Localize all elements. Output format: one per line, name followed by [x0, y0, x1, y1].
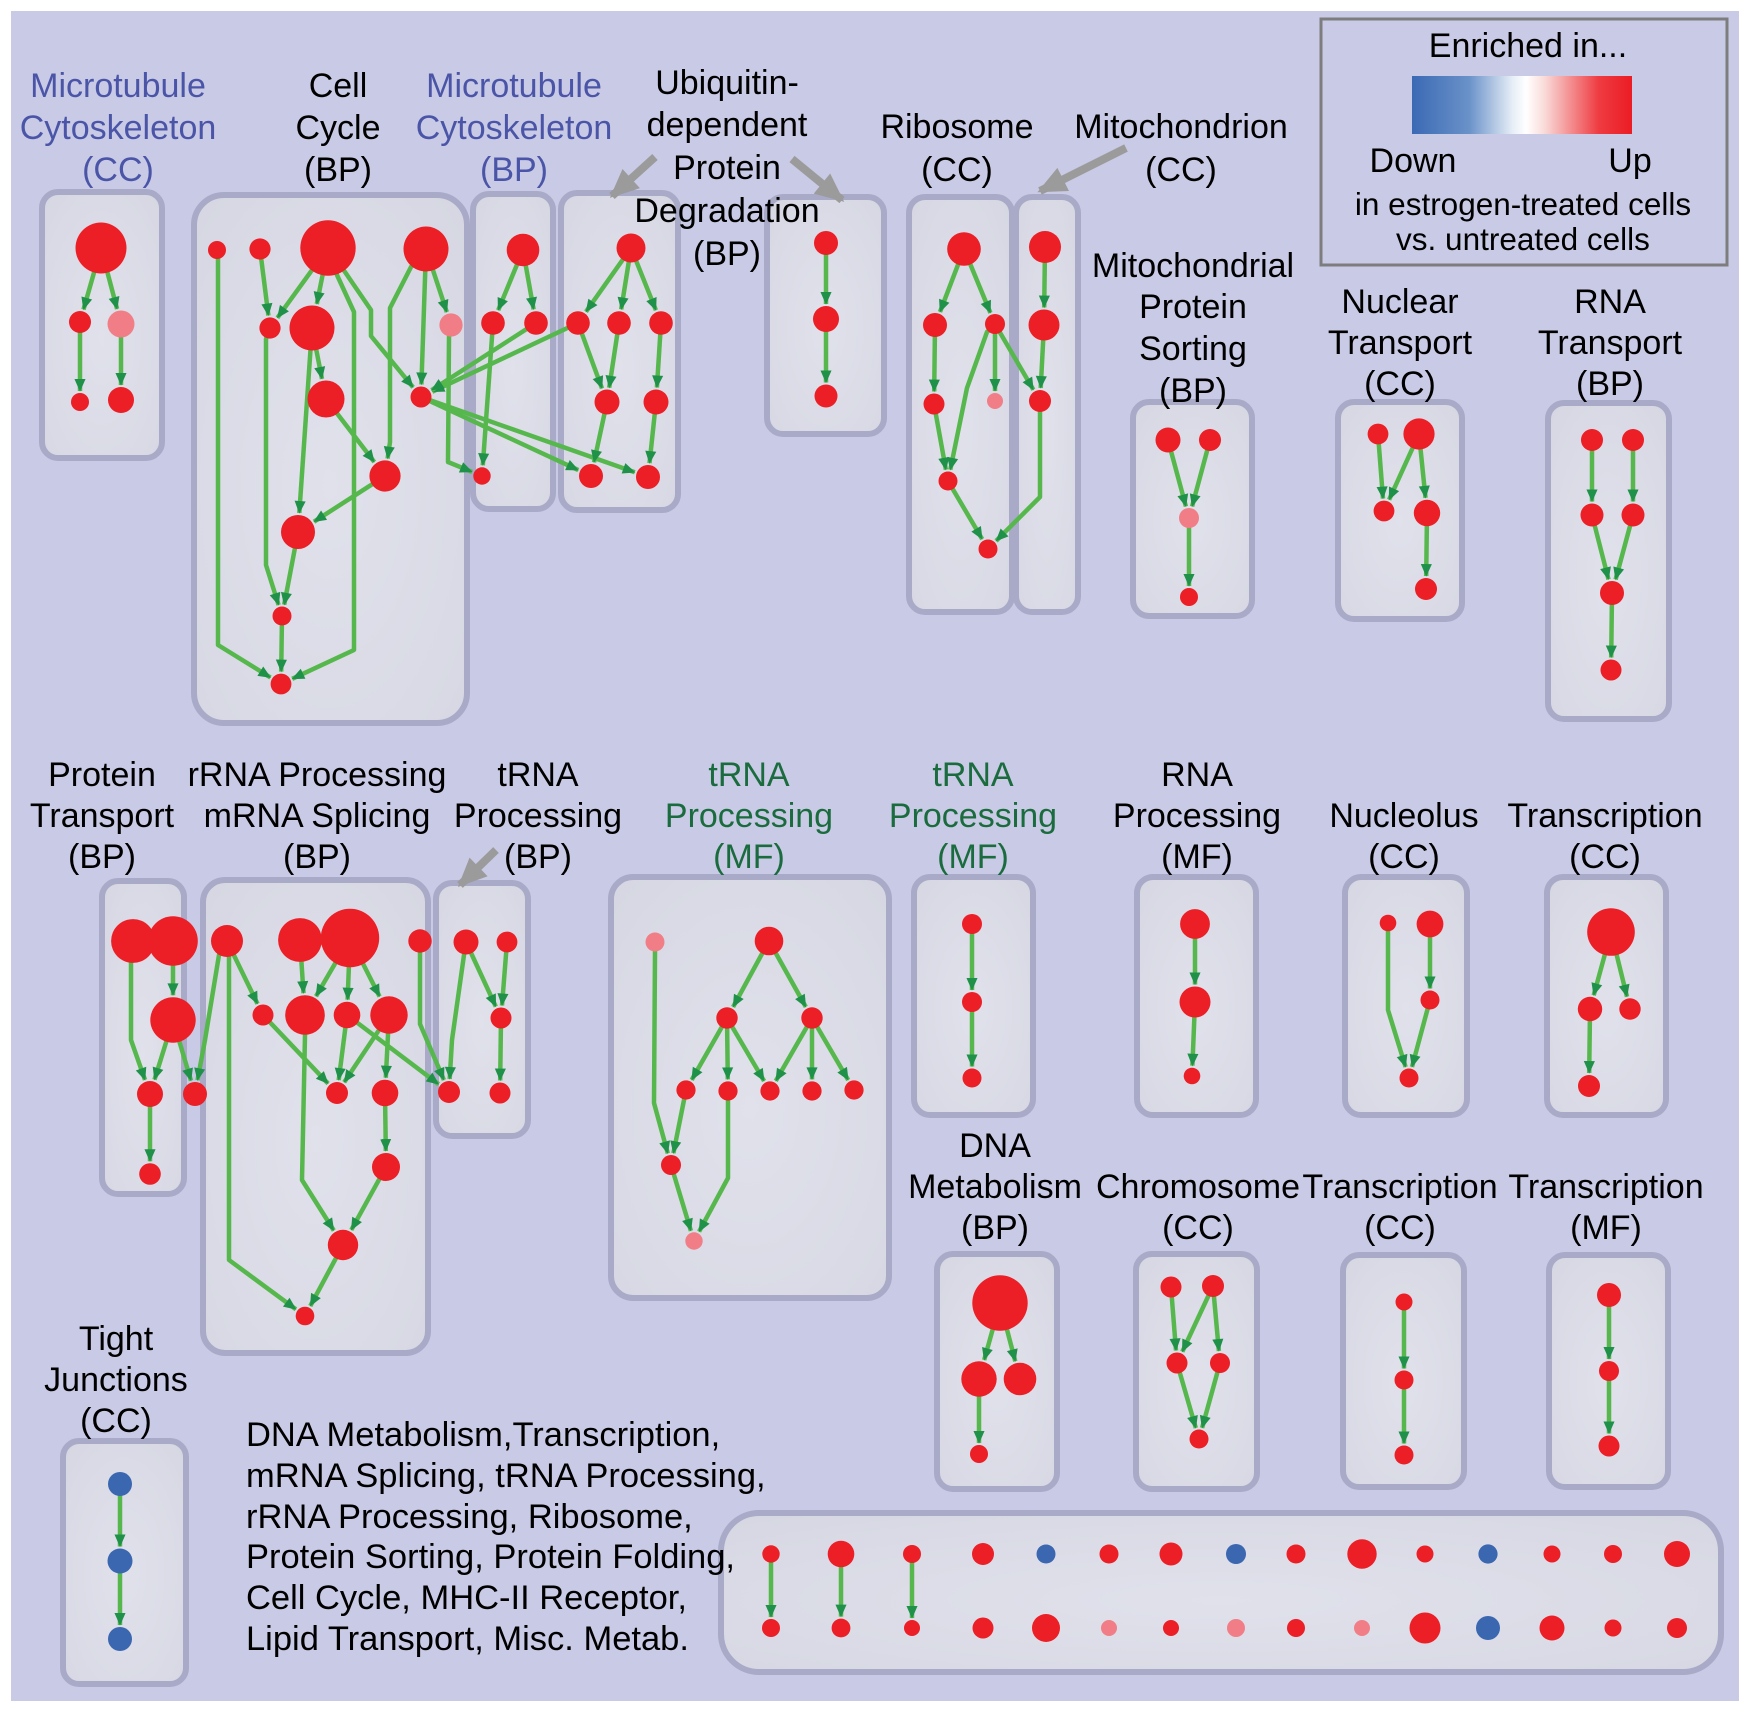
svg-text:tRNA: tRNA	[708, 756, 790, 794]
svg-text:(BP): (BP)	[693, 235, 761, 273]
svg-text:Microtubule: Microtubule	[30, 67, 206, 105]
svg-text:(MF): (MF)	[713, 838, 785, 876]
svg-text:(CC): (CC)	[1368, 838, 1440, 876]
svg-text:Enriched in...: Enriched in...	[1429, 27, 1627, 65]
svg-text:Protein: Protein	[673, 149, 781, 187]
svg-text:mRNA Splicing: mRNA Splicing	[204, 797, 431, 835]
svg-text:(MF): (MF)	[1570, 1209, 1642, 1247]
svg-text:Ubiquitin-: Ubiquitin-	[655, 64, 799, 102]
svg-text:Mitochondrion: Mitochondrion	[1074, 108, 1288, 146]
svg-text:rRNA Processing, Ribosome,: rRNA Processing, Ribosome,	[246, 1498, 693, 1536]
svg-text:Chromosome: Chromosome	[1096, 1168, 1300, 1206]
svg-text:Protein: Protein	[48, 756, 156, 794]
svg-text:Down: Down	[1370, 142, 1457, 180]
svg-text:(CC): (CC)	[921, 151, 993, 189]
svg-text:Transport: Transport	[1328, 324, 1473, 362]
svg-text:Ribosome: Ribosome	[880, 108, 1033, 146]
svg-text:Transport: Transport	[1538, 324, 1683, 362]
svg-text:(BP): (BP)	[283, 838, 351, 876]
svg-text:(BP): (BP)	[504, 838, 572, 876]
svg-text:(CC): (CC)	[1145, 151, 1217, 189]
svg-text:Processing: Processing	[665, 797, 833, 835]
svg-text:Transport: Transport	[30, 797, 175, 835]
svg-text:(CC): (CC)	[82, 151, 154, 189]
svg-text:(CC): (CC)	[1364, 365, 1436, 403]
svg-text:Microtubule: Microtubule	[426, 67, 602, 105]
svg-text:RNA: RNA	[1161, 756, 1233, 794]
svg-text:Processing: Processing	[454, 797, 622, 835]
svg-text:(BP): (BP)	[961, 1209, 1029, 1247]
svg-text:DNA Metabolism,Transcription,: DNA Metabolism,Transcription,	[246, 1416, 720, 1454]
svg-text:Transcription: Transcription	[1508, 1168, 1703, 1206]
svg-text:Lipid Transport, Misc. Metab.: Lipid Transport, Misc. Metab.	[246, 1620, 689, 1658]
svg-text:Protein Sorting, Protein Foldi: Protein Sorting, Protein Folding,	[246, 1538, 735, 1576]
svg-text:Degradation: Degradation	[634, 192, 819, 230]
svg-text:Processing: Processing	[1113, 797, 1281, 835]
svg-text:Mitochondrial: Mitochondrial	[1092, 247, 1294, 285]
svg-text:Junctions: Junctions	[44, 1361, 188, 1399]
svg-text:(BP): (BP)	[1159, 372, 1227, 410]
svg-text:Metabolism: Metabolism	[908, 1168, 1082, 1206]
svg-text:mRNA Splicing, tRNA Processing: mRNA Splicing, tRNA Processing,	[246, 1457, 766, 1495]
svg-text:Cytoskeleton: Cytoskeleton	[416, 109, 613, 147]
svg-text:(BP): (BP)	[1576, 365, 1644, 403]
svg-text:dependent: dependent	[647, 106, 808, 144]
svg-text:rRNA Processing: rRNA Processing	[188, 756, 447, 794]
svg-text:Cycle: Cycle	[295, 109, 380, 147]
svg-text:(BP): (BP)	[480, 151, 548, 189]
svg-text:(CC): (CC)	[80, 1402, 152, 1440]
svg-text:Processing: Processing	[889, 797, 1057, 835]
svg-text:Tight: Tight	[79, 1320, 154, 1358]
svg-text:Up: Up	[1608, 142, 1651, 180]
svg-text:Nucleolus: Nucleolus	[1329, 797, 1478, 835]
svg-text:(CC): (CC)	[1162, 1209, 1234, 1247]
svg-text:Cell Cycle, MHC-II Receptor,: Cell Cycle, MHC-II Receptor,	[246, 1579, 687, 1617]
svg-text:Cytoskeleton: Cytoskeleton	[20, 109, 217, 147]
svg-text:Cell: Cell	[309, 67, 368, 105]
svg-text:Transcription: Transcription	[1302, 1168, 1497, 1206]
svg-text:in estrogen-treated cells: in estrogen-treated cells	[1355, 186, 1691, 222]
svg-text:Sorting: Sorting	[1139, 330, 1247, 368]
svg-text:tRNA: tRNA	[497, 756, 579, 794]
svg-text:tRNA: tRNA	[932, 756, 1014, 794]
svg-text:Nuclear: Nuclear	[1341, 283, 1458, 321]
svg-text:(MF): (MF)	[937, 838, 1009, 876]
svg-text:(BP): (BP)	[68, 838, 136, 876]
svg-text:RNA: RNA	[1574, 283, 1646, 321]
svg-text:(CC): (CC)	[1364, 1209, 1436, 1247]
svg-text:(MF): (MF)	[1161, 838, 1233, 876]
svg-text:Transcription: Transcription	[1507, 797, 1702, 835]
svg-text:DNA: DNA	[959, 1127, 1031, 1165]
svg-text:Protein: Protein	[1139, 288, 1247, 326]
svg-text:(CC): (CC)	[1569, 838, 1641, 876]
svg-text:vs. untreated cells: vs. untreated cells	[1396, 221, 1650, 257]
svg-text:(BP): (BP)	[304, 151, 372, 189]
